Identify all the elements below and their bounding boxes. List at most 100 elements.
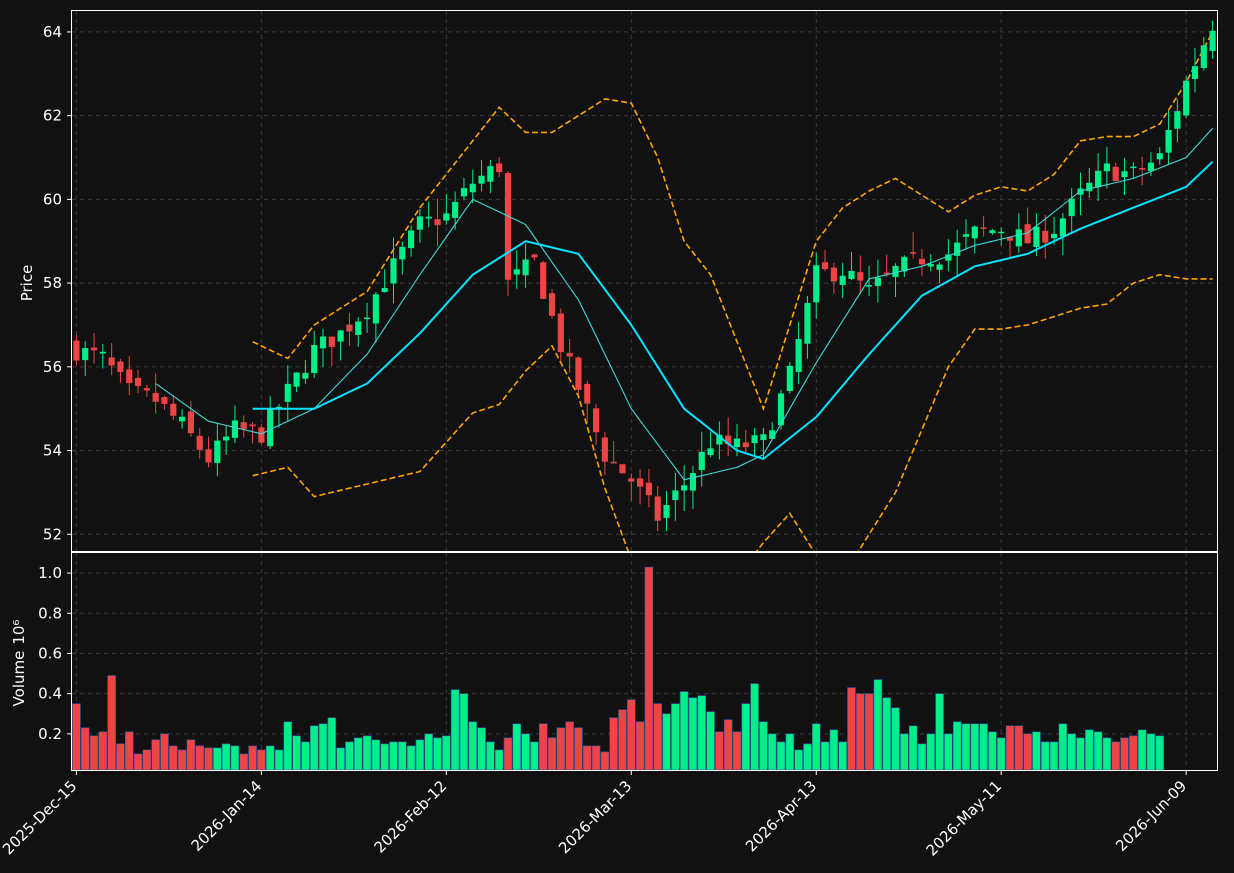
volume-bar: [195, 745, 204, 770]
candle-body: [275, 406, 283, 409]
volume-bar: [609, 717, 618, 770]
volume-bar: [1102, 737, 1112, 770]
candle-body: [857, 272, 864, 281]
candle-body: [813, 265, 820, 303]
candle-body: [733, 438, 741, 448]
volume-bar: [988, 731, 997, 770]
volume-bar: [1093, 731, 1103, 770]
candle-body: [575, 357, 582, 390]
candle-body: [760, 434, 767, 441]
candle-body: [663, 504, 670, 518]
volume-bar: [80, 727, 90, 770]
volume-bar: [371, 739, 381, 770]
candle-body: [460, 188, 468, 197]
candle-body: [73, 340, 80, 361]
candle-body: [1024, 224, 1031, 244]
volume-bar: [477, 727, 486, 770]
candle-body: [628, 478, 635, 482]
candle-body: [1165, 130, 1172, 153]
volume-bar: [794, 749, 803, 770]
bollinger-upper-line: [252, 31, 1214, 412]
volume-bar: [283, 721, 293, 770]
candle-body: [108, 357, 115, 366]
volume-bar: [1137, 729, 1147, 770]
volume-bar: [847, 687, 856, 770]
volume-bar: [697, 695, 707, 770]
candle-body: [751, 435, 758, 444]
volume-bar: [1146, 733, 1156, 770]
candle-body: [707, 448, 714, 456]
candle-body: [1200, 45, 1207, 69]
volume-bar: [759, 721, 768, 770]
volume-bar: [644, 566, 654, 770]
volume-bar: [442, 735, 451, 770]
volume-bar: [1120, 737, 1129, 770]
candle-body: [363, 317, 371, 320]
candle-body: [998, 231, 1005, 234]
candle-body: [689, 473, 697, 491]
volume-bar: [512, 723, 522, 770]
volume-bar: [169, 745, 178, 770]
volume-bar: [952, 721, 962, 770]
volume-bar: [1076, 737, 1085, 770]
candle-body: [408, 230, 415, 249]
candle-body: [971, 226, 978, 239]
candle-body: [346, 324, 353, 332]
candle-body: [284, 383, 291, 402]
volume-bar: [776, 741, 786, 770]
volume-bar: [961, 723, 971, 770]
volume-bar: [618, 709, 627, 770]
candle-body: [592, 408, 600, 433]
candle-body: [319, 336, 327, 349]
volume-bar: [221, 743, 231, 770]
volume-bar: [494, 749, 504, 770]
candle-body: [240, 422, 247, 430]
volume-bar: [856, 693, 865, 770]
volume-bar: [1005, 725, 1015, 770]
volume-bar: [900, 733, 909, 770]
candle-body: [1068, 198, 1075, 217]
candle-body: [513, 269, 520, 275]
volume-bar: [574, 727, 583, 770]
candle-body: [1103, 163, 1110, 172]
volume-bar: [415, 739, 425, 770]
volume-bar: [1129, 735, 1138, 770]
bollinger-lower-line: [252, 273, 1213, 551]
candle-body: [1050, 233, 1058, 239]
candle-body: [328, 336, 335, 347]
moving-averages: [155, 127, 1214, 481]
candle-body: [548, 293, 556, 316]
candle-body: [910, 252, 917, 254]
volume-bar: [767, 733, 777, 770]
volume-bar: [908, 725, 918, 770]
volume-bar: [380, 743, 389, 770]
candle-body: [170, 403, 177, 416]
candle-body: [390, 258, 397, 284]
volume-bar: [309, 725, 319, 770]
volume-bar: [186, 739, 196, 770]
candle-body: [540, 262, 547, 299]
volume-bar: [433, 737, 442, 770]
candle-body: [1086, 182, 1093, 192]
volume-bar: [538, 723, 548, 770]
candle-body: [311, 345, 318, 374]
candle-body: [1191, 66, 1199, 79]
volume-bar: [820, 741, 830, 770]
candle-body: [99, 351, 106, 354]
volume-bar: [723, 719, 733, 770]
candle-body: [804, 302, 811, 344]
candle-body: [601, 437, 608, 462]
candle-body: [231, 420, 239, 438]
candle-body: [372, 294, 379, 324]
candle-body: [1033, 226, 1040, 247]
candle-body: [874, 277, 881, 287]
volume-bar: [98, 731, 108, 770]
volume-tick-label: 0.8: [38, 604, 62, 622]
volume-bar: [301, 741, 310, 770]
volume-bar: [706, 711, 715, 770]
candle-body: [610, 461, 617, 464]
volume-bar: [389, 741, 398, 770]
volume-bar: [72, 703, 81, 770]
volume-bar: [627, 699, 636, 770]
volume-bar: [424, 733, 433, 770]
